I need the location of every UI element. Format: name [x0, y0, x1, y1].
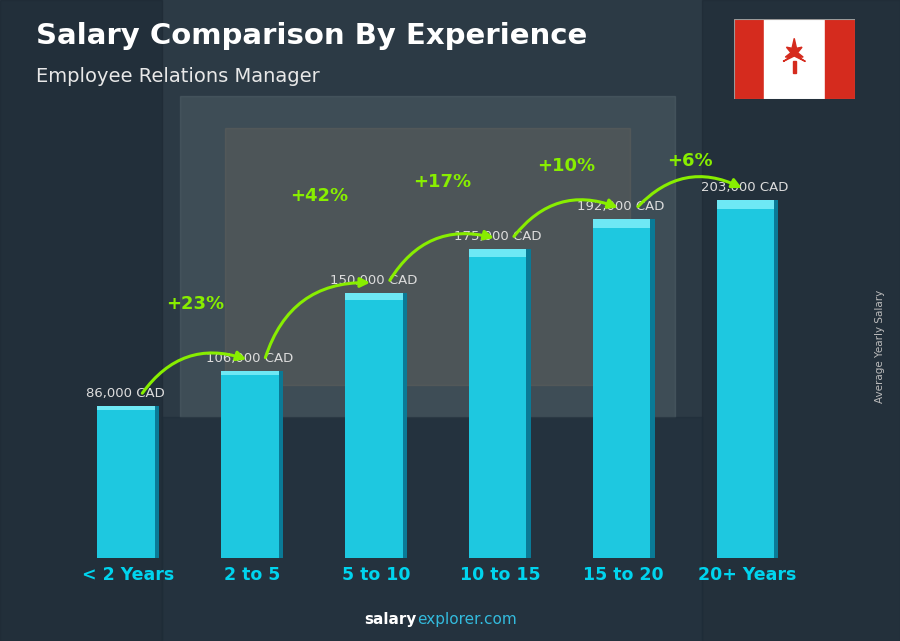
Text: +23%: +23% — [166, 295, 224, 313]
Text: Employee Relations Manager: Employee Relations Manager — [36, 67, 320, 87]
Bar — [279, 370, 284, 558]
Bar — [97, 406, 155, 410]
Text: 86,000 CAD: 86,000 CAD — [86, 387, 166, 400]
Bar — [469, 249, 526, 558]
Text: 175,000 CAD: 175,000 CAD — [454, 230, 541, 243]
Bar — [774, 200, 778, 558]
Bar — [716, 200, 774, 209]
Bar — [824, 19, 855, 99]
Bar — [593, 219, 651, 228]
Bar — [402, 293, 407, 558]
Text: salary: salary — [364, 612, 417, 627]
Text: +17%: +17% — [413, 173, 472, 191]
Bar — [97, 406, 155, 558]
Bar — [702, 0, 900, 641]
Text: 192,000 CAD: 192,000 CAD — [578, 200, 665, 213]
Text: 106,000 CAD: 106,000 CAD — [206, 352, 293, 365]
Bar — [221, 370, 279, 376]
Text: +10%: +10% — [537, 157, 596, 176]
Text: 203,000 CAD: 203,000 CAD — [701, 181, 788, 194]
Text: Average Yearly Salary: Average Yearly Salary — [875, 290, 886, 403]
Bar — [793, 62, 796, 72]
Bar — [734, 19, 764, 99]
Bar — [651, 219, 654, 558]
Text: 150,000 CAD: 150,000 CAD — [329, 274, 418, 287]
Bar — [345, 293, 402, 300]
Text: +6%: +6% — [668, 152, 713, 170]
Bar — [716, 200, 774, 558]
Bar — [180, 96, 675, 417]
Bar — [526, 249, 531, 558]
Bar — [162, 417, 702, 641]
Text: Salary Comparison By Experience: Salary Comparison By Experience — [36, 22, 587, 51]
Bar — [345, 293, 402, 558]
Bar — [225, 128, 630, 385]
Bar — [221, 370, 279, 558]
Text: explorer.com: explorer.com — [417, 612, 517, 627]
Bar — [764, 19, 824, 99]
Bar — [469, 249, 526, 257]
Bar — [593, 219, 651, 558]
Bar — [0, 0, 162, 641]
Bar — [155, 406, 159, 558]
Text: +42%: +42% — [290, 187, 347, 205]
Polygon shape — [783, 38, 806, 62]
